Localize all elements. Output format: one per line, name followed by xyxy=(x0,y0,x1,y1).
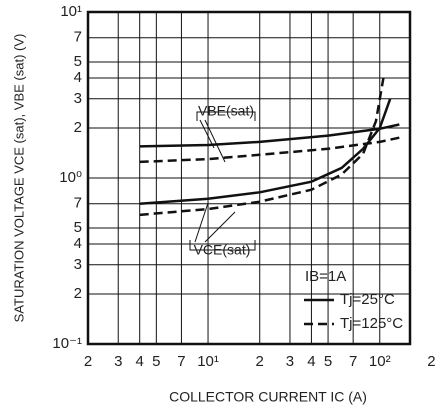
x-tick-label: 2 xyxy=(84,353,92,370)
y-tick-label: 7 xyxy=(74,29,82,46)
y-tick-label: 4 xyxy=(74,235,82,252)
y-tick-label: 10⁰ xyxy=(59,169,82,186)
x-tick-label: 7 xyxy=(177,353,185,370)
series-line xyxy=(139,77,385,217)
y-tick-label: 10¹ xyxy=(60,3,82,20)
series-line xyxy=(139,136,400,164)
x-tick-label: 4 xyxy=(136,353,144,370)
x-tick-label: 10² xyxy=(369,353,391,370)
y-tick-label: 5 xyxy=(74,53,82,70)
annotation: VBE(sat) xyxy=(198,103,254,119)
series-line xyxy=(139,123,400,148)
x-tick-label: 7 xyxy=(349,353,357,370)
y-axis-label: SATURATION VOLTAGE VCE (sat), VBE (sat) … xyxy=(11,34,26,323)
x-tick-label: 2 xyxy=(427,353,435,370)
plot-frame xyxy=(86,10,412,346)
series-line xyxy=(139,98,392,205)
x-tick-label: 5 xyxy=(152,353,160,370)
y-tick-label: 4 xyxy=(74,69,82,86)
annotation-leaders xyxy=(189,111,256,251)
x-tick-label: 5 xyxy=(324,353,332,370)
x-tick-label: 3 xyxy=(286,353,294,370)
y-tick-label: 10⁻¹ xyxy=(52,335,82,352)
y-tick-label: 3 xyxy=(74,90,82,107)
y-tick-label: 2 xyxy=(74,285,82,302)
x-tick-label: 4 xyxy=(307,353,315,370)
legend-label: Tj=25°C xyxy=(340,291,395,308)
y-tick-label: 5 xyxy=(74,219,82,236)
y-tick-label: 2 xyxy=(74,119,82,136)
x-tick-label: 2 xyxy=(256,353,264,370)
legend-title: IB=1A xyxy=(305,268,346,285)
x-tick-label: 10¹ xyxy=(197,353,219,370)
legend-label: Tj=125°C xyxy=(340,315,403,332)
y-tick-label: 7 xyxy=(74,195,82,212)
x-axis-label: COLLECTOR CURRENT IC (A) xyxy=(169,389,367,405)
x-tick-label: 3 xyxy=(114,353,122,370)
y-tick-label: 3 xyxy=(74,256,82,273)
